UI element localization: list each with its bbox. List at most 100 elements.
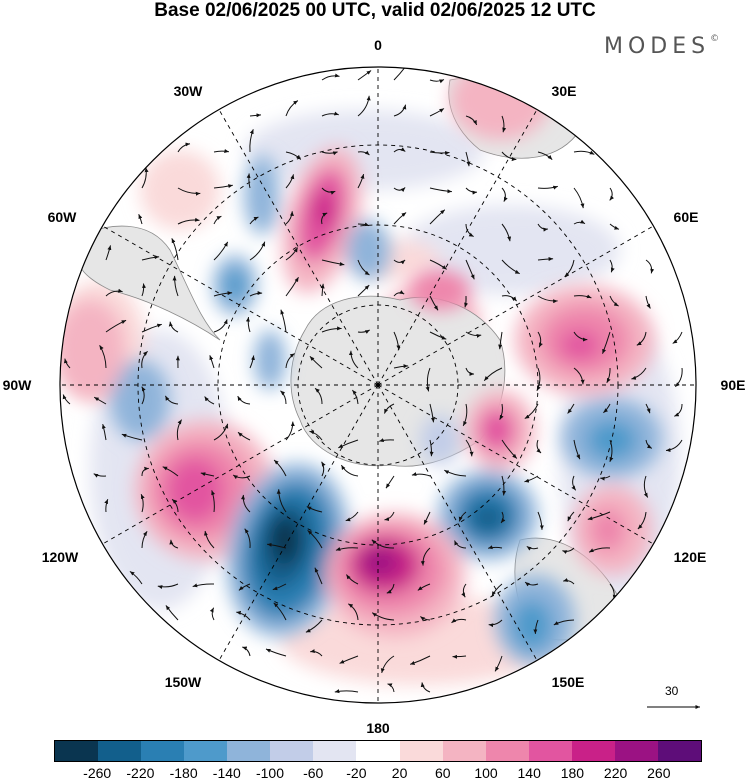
wind-vector [141, 167, 149, 189]
wind-vector [631, 367, 647, 380]
wind-vector [645, 403, 651, 414]
wind-vector [483, 367, 503, 382]
wind-vector [429, 295, 439, 311]
wind-vector [487, 545, 503, 550]
colorbar-tick-label: 220 [603, 765, 628, 781]
wind-vector [645, 295, 651, 309]
colorbar-segment [485, 741, 529, 761]
wind-vector [417, 583, 431, 591]
wind-vector [280, 390, 287, 405]
wind-vector [384, 511, 395, 522]
wind-vector [524, 403, 539, 420]
wind-vector [524, 581, 539, 587]
wind-vector [321, 461, 326, 477]
wind-vector [501, 439, 518, 459]
wind-vector [491, 583, 503, 597]
lon-label-30e: 30E [552, 83, 577, 99]
colorbar-segment [313, 741, 357, 761]
wind-vector [348, 603, 359, 621]
wind-vector [177, 142, 191, 153]
meridian-line [377, 384, 538, 661]
wind-vector [335, 547, 359, 551]
colorbar-tick-label: 20 [391, 765, 408, 781]
wind-vector [609, 295, 619, 307]
map-disk [60, 67, 696, 703]
colorbar-segment [528, 741, 572, 761]
meridian-lines [60, 67, 696, 703]
wind-vector [462, 403, 468, 427]
wind-vector [213, 241, 229, 261]
wind-vector [588, 547, 611, 553]
wind-vector [200, 472, 215, 477]
colorbar-tick-label: -260 [83, 765, 112, 781]
wind-vector [307, 530, 323, 549]
wind-vector [379, 438, 395, 443]
wind-vector [536, 439, 542, 454]
wind-vector [138, 214, 143, 225]
wind-vector [393, 67, 409, 81]
wind-vector [321, 326, 342, 333]
wind-vector [444, 469, 467, 477]
wind-vector [321, 212, 328, 225]
wind-vector [385, 475, 395, 489]
wind-vector [465, 331, 482, 338]
wind-vector [105, 288, 123, 297]
vector-scale-arrow [647, 705, 700, 709]
wind-vector [314, 567, 323, 585]
map-title: Base 02/06/2025 00 UTC, valid 02/06/2025… [154, 0, 596, 21]
wind-vector [501, 223, 512, 242]
colorbar-segment [657, 741, 701, 761]
wind-vector [429, 403, 435, 423]
wind-vector [321, 111, 339, 117]
colorbar-segment [356, 741, 400, 761]
wind-vector [537, 295, 558, 304]
colorbar-ticks: -260 -220 -180 -140 -100 -60 -20 20 60 100 140 180 2… [54, 765, 702, 783]
wind-vector [99, 344, 107, 369]
wind-vector [157, 583, 179, 590]
wind-vector [237, 395, 251, 405]
wind-vector [272, 583, 287, 591]
wind-vector [249, 113, 262, 118]
wind-vector [321, 259, 345, 266]
wind-vector [429, 108, 445, 117]
wind-vector [429, 439, 434, 457]
wind-vector [498, 331, 503, 350]
wind-vector [465, 223, 474, 238]
wind-vector [320, 283, 325, 297]
wind-vector [393, 290, 405, 297]
wind-vector [429, 187, 452, 194]
wind-vector [672, 331, 683, 344]
wind-vector [204, 396, 215, 405]
wind-vector [141, 531, 148, 549]
map-border [59, 66, 697, 704]
wind-vector [357, 329, 370, 334]
wind-vector [429, 259, 447, 270]
colorbar-segment [614, 741, 658, 761]
wind-vector [537, 151, 553, 160]
meridian-line [218, 109, 379, 386]
wind-vector [105, 245, 112, 261]
wind-vector [461, 583, 467, 598]
wind-vector [285, 211, 294, 225]
colorbar-tick-label: 60 [435, 765, 451, 781]
meridian-line [102, 384, 379, 545]
wind-vector [451, 618, 467, 624]
wind-vector [524, 475, 539, 483]
wind-vector [285, 174, 295, 189]
wind-vector [465, 439, 474, 457]
longitude-labels: 0 30W 30E 60W 60E 90W 90E 120W 120E 150W… [3, 37, 746, 736]
wind-vector [393, 187, 406, 193]
colorbar-segment [184, 741, 228, 761]
wind-vector [211, 490, 216, 513]
wind-vector [452, 654, 467, 659]
wind-vector [501, 295, 517, 302]
colorbar-tick-label: 140 [517, 765, 541, 781]
wind-vector [501, 187, 508, 202]
wind-vector [249, 241, 266, 261]
wind-vector [334, 689, 359, 694]
wind-vector [141, 386, 146, 405]
wind-vector [246, 173, 251, 189]
meridian-line [377, 384, 654, 545]
wind-vector [285, 353, 295, 369]
colorbar-segment [141, 741, 185, 761]
